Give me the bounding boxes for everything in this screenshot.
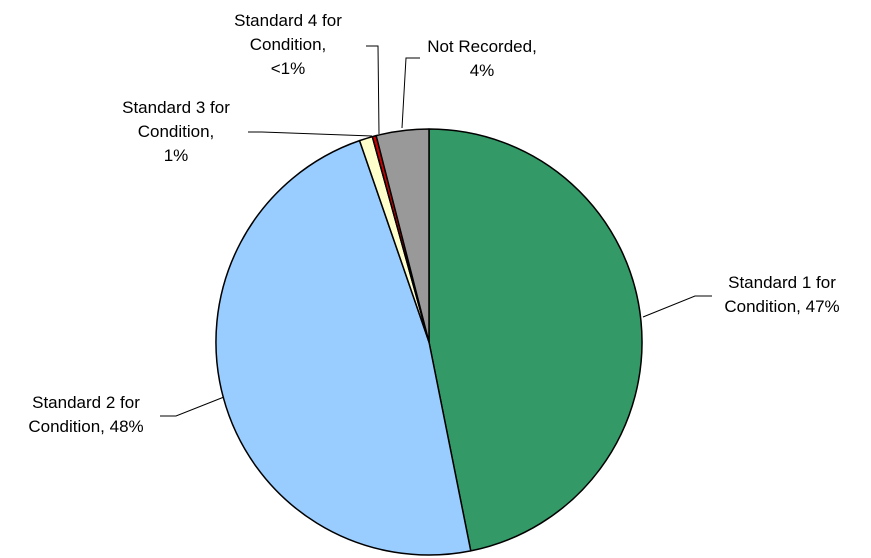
leader-line-standard-4-for-condition xyxy=(366,45,380,135)
slice-label-standard-3-for-condition: Standard 3 for Condition, 1% xyxy=(122,98,230,165)
slice-label-line: Condition, xyxy=(250,35,327,54)
leader-line-standard-1-for-condition xyxy=(642,295,712,318)
slice-label-line: Standard 4 for xyxy=(234,11,342,30)
slice-label-standard-4-for-condition: Standard 4 for Condition, <1% xyxy=(234,11,342,78)
slice-label-standard-2-for-condition: Standard 2 for Condition, 48% xyxy=(28,393,143,436)
slice-label-line: Standard 2 for xyxy=(32,393,140,412)
slice-label-line: Standard 1 for xyxy=(728,273,836,292)
slice-label-line: Condition, 48% xyxy=(28,417,143,436)
slice-label-line: 4% xyxy=(470,61,495,80)
slice-label-line: <1% xyxy=(271,59,306,78)
leader-lines xyxy=(160,45,712,417)
slice-labels: Standard 1 for Condition, 47% Standard 2 f… xyxy=(28,11,839,436)
pie-slices xyxy=(215,128,643,556)
pie-slice-not-recorded xyxy=(375,128,430,343)
slice-label-line: Condition, 47% xyxy=(724,297,839,316)
slice-label-not-recorded: Not Recorded, 4% xyxy=(427,37,537,80)
slice-label-line: Standard 3 for xyxy=(122,98,230,117)
leader-line-standard-3-for-condition xyxy=(248,131,373,137)
slice-label-standard-1-for-condition: Standard 1 for Condition, 47% xyxy=(724,273,839,316)
leader-line-not-recorded xyxy=(401,57,420,129)
pie-slice-standard-1-for-condition xyxy=(428,128,643,552)
slice-label-line: 1% xyxy=(164,146,189,165)
leader-line-standard-2-for-condition xyxy=(160,396,225,417)
slice-label-line: Condition, xyxy=(138,122,215,141)
slice-label-line: Not Recorded, xyxy=(427,37,537,56)
